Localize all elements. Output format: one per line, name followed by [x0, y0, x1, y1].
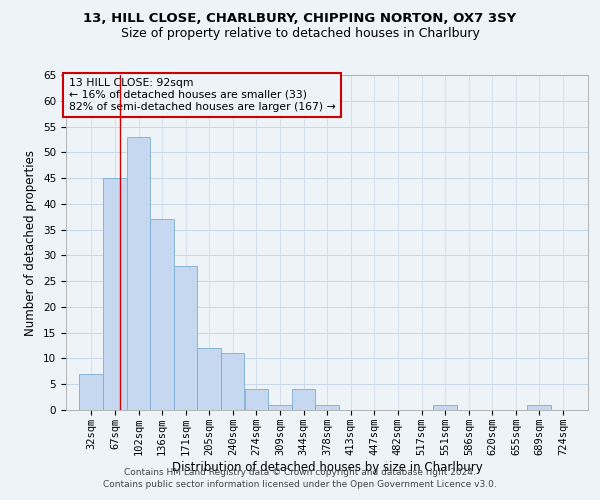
Text: Size of property relative to detached houses in Charlbury: Size of property relative to detached ho… — [121, 28, 479, 40]
Bar — [245, 390, 268, 410]
Bar — [174, 266, 197, 410]
Bar — [527, 405, 551, 410]
Bar — [79, 374, 103, 410]
Bar — [268, 405, 292, 410]
Text: 13 HILL CLOSE: 92sqm
← 16% of detached houses are smaller (33)
82% of semi-detac: 13 HILL CLOSE: 92sqm ← 16% of detached h… — [68, 78, 335, 112]
Bar — [127, 137, 151, 410]
Bar — [433, 405, 457, 410]
Text: 13, HILL CLOSE, CHARLBURY, CHIPPING NORTON, OX7 3SY: 13, HILL CLOSE, CHARLBURY, CHIPPING NORT… — [83, 12, 517, 26]
Bar — [221, 354, 244, 410]
X-axis label: Distribution of detached houses by size in Charlbury: Distribution of detached houses by size … — [172, 460, 482, 473]
Bar — [316, 405, 338, 410]
Bar — [103, 178, 127, 410]
Y-axis label: Number of detached properties: Number of detached properties — [25, 150, 37, 336]
Text: Contains HM Land Registry data © Crown copyright and database right 2024.
Contai: Contains HM Land Registry data © Crown c… — [103, 468, 497, 489]
Bar — [151, 220, 173, 410]
Bar — [197, 348, 221, 410]
Bar — [292, 390, 316, 410]
